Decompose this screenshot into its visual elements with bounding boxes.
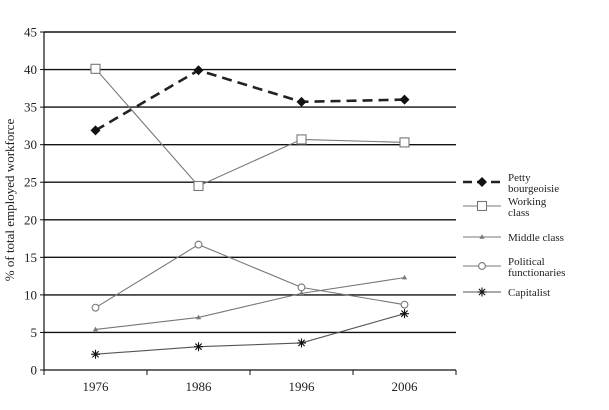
- series-line: [95, 243, 405, 309]
- x-tick-labels: 1976 1986 1996 2006: [83, 379, 419, 394]
- data-point: [478, 262, 486, 270]
- data-point: [91, 349, 100, 359]
- data-point: [297, 283, 306, 292]
- data-point: [479, 234, 485, 239]
- series-working-class: [90, 63, 410, 192]
- data-point: [476, 200, 488, 212]
- data-point: [399, 137, 410, 148]
- data-point: [92, 326, 99, 332]
- series-petty-bourgeoisie: [90, 65, 410, 136]
- data-point: [90, 63, 101, 74]
- y-tick-label: 15: [24, 250, 37, 265]
- data-point: [91, 303, 100, 312]
- y-tick-label: 25: [24, 175, 37, 190]
- series-political-functionaries: [91, 240, 409, 312]
- data-point: [296, 96, 307, 107]
- y-tick-label: 35: [24, 100, 37, 115]
- data-point: [400, 300, 409, 309]
- y-tick-label: 30: [24, 137, 37, 152]
- legend-label: Working class: [508, 196, 547, 219]
- legend-item: Petty bourgeoisie: [463, 172, 559, 195]
- series-line: [94, 68, 405, 132]
- data-point: [90, 125, 101, 136]
- y-tick-label: 40: [24, 62, 37, 77]
- legend-label: Political functionaries: [508, 256, 565, 279]
- data-point: [296, 134, 307, 145]
- data-point: [401, 274, 408, 280]
- data-point: [193, 65, 204, 76]
- legend-item: Capitalist: [463, 287, 550, 299]
- legend-item: Middle class: [463, 232, 564, 244]
- legend-label: Middle class: [508, 232, 564, 244]
- data-point: [194, 342, 203, 352]
- y-tick-label: 10: [24, 287, 37, 302]
- series-middle-class: [92, 274, 408, 332]
- data-point: [400, 309, 409, 319]
- series-line: [95, 313, 405, 355]
- y-tick-labels: 0 5 10 15 20 25 30 35 40 45: [24, 25, 37, 378]
- data-point: [477, 177, 487, 187]
- data-point: [399, 94, 410, 105]
- series-line: [95, 68, 405, 187]
- legend-label: Capitalist: [508, 287, 550, 299]
- y-tick-label: 0: [31, 363, 38, 378]
- series-group: [90, 63, 410, 359]
- x-tick-label: 1986: [186, 379, 213, 394]
- x-tick-label: 1976: [83, 379, 110, 394]
- grid-lines: [44, 31, 456, 334]
- data-point: [297, 338, 306, 348]
- data-point: [195, 314, 202, 320]
- axes: [40, 31, 457, 375]
- legend-item: Political functionaries: [463, 256, 565, 279]
- legend-item: Working class: [463, 196, 547, 219]
- y-tick-label: 45: [24, 25, 37, 40]
- legend-label: Petty bourgeoisie: [508, 172, 559, 195]
- data-point: [477, 287, 487, 297]
- series-capitalist: [91, 309, 409, 359]
- data-point: [193, 180, 204, 192]
- x-tick-label: 1996: [289, 379, 316, 394]
- data-point: [194, 240, 203, 249]
- series-line: [95, 277, 405, 330]
- data-point: [298, 290, 305, 296]
- y-axis-label: % of total employed workforce: [2, 119, 17, 282]
- x-tick-label: 2006: [392, 379, 419, 394]
- y-tick-label: 20: [24, 212, 37, 227]
- y-tick-label: 5: [31, 325, 38, 340]
